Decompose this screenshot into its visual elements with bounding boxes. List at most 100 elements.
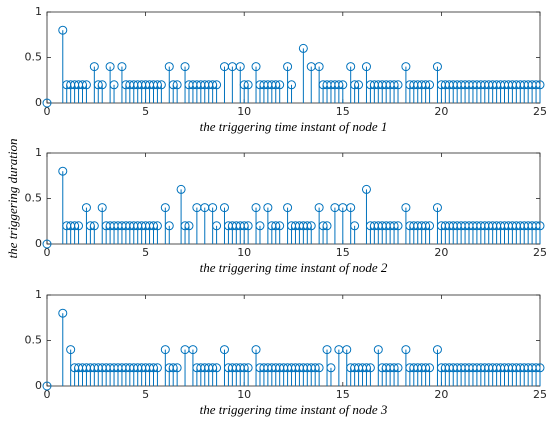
y-tick-label: 0	[35, 379, 42, 392]
stem-marker	[393, 363, 403, 373]
stem-marker	[180, 62, 190, 72]
stem-marker	[283, 62, 293, 72]
stem-marker	[314, 62, 324, 72]
stem-marker	[263, 203, 273, 213]
stem-marker	[152, 363, 162, 373]
x-tick-label: 20	[434, 105, 448, 118]
x-tick-label: 15	[336, 246, 350, 259]
stem-marker	[184, 221, 194, 231]
x-tick-label: 20	[434, 388, 448, 401]
stem-marker	[346, 62, 356, 72]
x-tick-label: 10	[237, 388, 251, 401]
x-tick-label: 0	[44, 105, 51, 118]
y-axis-label: the triggering duration	[5, 139, 20, 259]
x-axis-label: the triggering time instant of node 1	[200, 119, 388, 134]
y-tick-label: 0.5	[25, 192, 43, 205]
stem-marker	[306, 221, 316, 231]
stem-marker	[42, 381, 52, 391]
y-tick-label: 0	[35, 237, 42, 250]
stem-marker	[346, 203, 356, 213]
stem-marker	[212, 80, 222, 90]
stem-marker	[172, 80, 182, 90]
stem-marker	[164, 62, 174, 72]
stem-marker	[160, 345, 170, 355]
stem-marker	[156, 80, 166, 90]
stem-marker	[361, 184, 371, 194]
x-axis-label: the triggering time instant of node 3	[200, 402, 388, 417]
stem-marker	[338, 80, 348, 90]
axes-box	[46, 152, 541, 245]
x-tick-label: 25	[533, 388, 547, 401]
stem-marker	[401, 345, 411, 355]
stem-marker	[361, 62, 371, 72]
stem-marker	[58, 308, 68, 318]
stem-marker	[164, 221, 174, 231]
stem-marker	[117, 62, 127, 72]
stem-marker	[172, 363, 182, 373]
x-tick-label: 0	[44, 246, 51, 259]
stem-marker	[401, 203, 411, 213]
stem-marker	[314, 363, 324, 373]
stem-marker	[109, 80, 119, 90]
stem-marker	[89, 221, 99, 231]
stem-marker	[97, 80, 107, 90]
stem-marker	[432, 203, 442, 213]
stem-marker	[401, 62, 411, 72]
stem-marker	[243, 363, 253, 373]
stem-marker	[535, 363, 545, 373]
stem-marker	[425, 80, 435, 90]
stem-marker	[219, 203, 229, 213]
stem-marker	[535, 221, 545, 231]
stem-marker	[354, 80, 364, 90]
stem-marker	[208, 203, 218, 213]
stem-marker	[74, 221, 84, 231]
y-tick-label: 1	[35, 146, 42, 159]
stem-marker	[212, 221, 222, 231]
stem-marker	[81, 203, 91, 213]
stem-marker	[393, 80, 403, 90]
stem-marker	[105, 62, 115, 72]
x-tick-label: 5	[142, 105, 149, 118]
stem-marker	[326, 363, 336, 373]
stem-marker	[42, 239, 52, 249]
x-axis-label: the triggering time instant of node 2	[200, 260, 388, 275]
stem-marker	[176, 184, 186, 194]
stem-marker	[219, 345, 229, 355]
stem-marker	[243, 80, 253, 90]
stem-marker	[283, 203, 293, 213]
stem-marker	[350, 221, 360, 231]
stem-marker	[212, 363, 222, 373]
stem-marker	[322, 221, 332, 231]
stem-marker	[287, 80, 297, 90]
stem-marker	[393, 221, 403, 231]
axes-box	[46, 294, 541, 387]
axes-box	[46, 11, 541, 104]
stem-marker	[58, 166, 68, 176]
y-tick-label: 0.5	[25, 51, 43, 64]
stem-marker	[275, 221, 285, 231]
stem-marker	[373, 345, 383, 355]
x-tick-label: 5	[142, 246, 149, 259]
stem-marker	[255, 221, 265, 231]
x-tick-label: 0	[44, 388, 51, 401]
stem-marker	[235, 62, 245, 72]
stem-marker	[425, 221, 435, 231]
stem-marker	[365, 363, 375, 373]
x-tick-label: 10	[237, 246, 251, 259]
stem-marker	[58, 25, 68, 35]
stem-marker	[243, 221, 253, 231]
y-tick-label: 0.5	[25, 334, 43, 347]
x-tick-label: 15	[336, 105, 350, 118]
stem-marker	[42, 98, 52, 108]
stem-marker	[342, 345, 352, 355]
x-tick-label: 10	[237, 105, 251, 118]
stem-marker	[322, 345, 332, 355]
stem-marker	[298, 43, 308, 53]
x-tick-label: 5	[142, 388, 149, 401]
stem-marker	[66, 345, 76, 355]
x-tick-label: 15	[336, 388, 350, 401]
y-tick-label: 1	[35, 288, 42, 301]
stem-marker	[425, 363, 435, 373]
stem-marker	[535, 80, 545, 90]
